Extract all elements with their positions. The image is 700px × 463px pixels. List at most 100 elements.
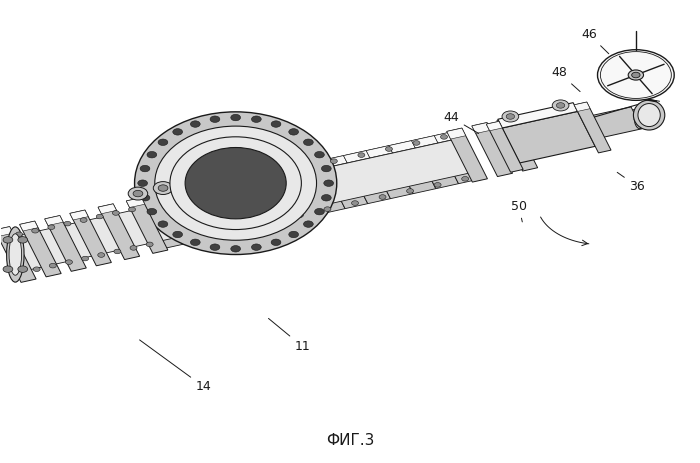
- Circle shape: [98, 253, 105, 257]
- Circle shape: [18, 237, 27, 243]
- Circle shape: [324, 207, 331, 212]
- Ellipse shape: [634, 100, 665, 130]
- Polygon shape: [366, 146, 413, 199]
- Polygon shape: [98, 204, 116, 214]
- Polygon shape: [139, 195, 186, 249]
- Circle shape: [173, 231, 183, 238]
- Circle shape: [210, 116, 220, 122]
- Polygon shape: [574, 102, 590, 112]
- Circle shape: [114, 249, 121, 254]
- Circle shape: [193, 189, 200, 194]
- Circle shape: [502, 111, 519, 122]
- Circle shape: [130, 245, 137, 250]
- Circle shape: [552, 100, 569, 111]
- Circle shape: [33, 267, 40, 271]
- Circle shape: [15, 232, 22, 237]
- Ellipse shape: [185, 148, 286, 219]
- Polygon shape: [500, 106, 659, 155]
- Circle shape: [231, 245, 241, 252]
- Circle shape: [440, 135, 447, 139]
- Polygon shape: [139, 195, 166, 208]
- Ellipse shape: [598, 50, 674, 100]
- Text: 50: 50: [511, 200, 526, 222]
- Circle shape: [128, 187, 148, 200]
- Circle shape: [3, 266, 13, 272]
- Polygon shape: [70, 210, 111, 266]
- Circle shape: [303, 165, 310, 169]
- Text: 44: 44: [443, 111, 479, 133]
- Polygon shape: [498, 103, 578, 128]
- Circle shape: [3, 237, 13, 243]
- Circle shape: [330, 159, 337, 163]
- Circle shape: [506, 114, 514, 119]
- Circle shape: [251, 116, 261, 122]
- Polygon shape: [486, 121, 502, 131]
- Circle shape: [140, 194, 150, 201]
- Polygon shape: [276, 166, 322, 219]
- Circle shape: [314, 208, 324, 215]
- Polygon shape: [253, 170, 279, 183]
- Polygon shape: [70, 210, 88, 220]
- Polygon shape: [447, 128, 487, 182]
- Ellipse shape: [634, 106, 645, 129]
- Polygon shape: [162, 191, 188, 203]
- Circle shape: [214, 231, 220, 236]
- Circle shape: [146, 242, 153, 247]
- Circle shape: [358, 153, 365, 157]
- Polygon shape: [162, 191, 209, 244]
- Circle shape: [304, 139, 314, 145]
- Circle shape: [32, 228, 38, 233]
- Polygon shape: [45, 216, 86, 271]
- Text: 14: 14: [139, 340, 211, 393]
- Circle shape: [386, 147, 393, 151]
- Polygon shape: [321, 156, 368, 209]
- Circle shape: [379, 195, 386, 199]
- Circle shape: [66, 260, 73, 264]
- Polygon shape: [344, 150, 391, 204]
- Circle shape: [462, 176, 469, 181]
- Polygon shape: [389, 141, 415, 153]
- Text: 11: 11: [269, 319, 311, 353]
- Circle shape: [434, 182, 441, 187]
- Polygon shape: [568, 118, 583, 125]
- Polygon shape: [185, 186, 211, 198]
- Polygon shape: [412, 136, 438, 148]
- Circle shape: [351, 201, 358, 206]
- Circle shape: [321, 165, 331, 172]
- Circle shape: [18, 266, 27, 272]
- Circle shape: [153, 181, 173, 194]
- Text: ФИГ.3: ФИГ.3: [326, 433, 374, 448]
- Circle shape: [173, 129, 183, 135]
- Circle shape: [80, 218, 87, 222]
- Ellipse shape: [628, 70, 643, 80]
- Circle shape: [190, 239, 200, 245]
- Polygon shape: [126, 198, 145, 207]
- Circle shape: [407, 188, 414, 193]
- Circle shape: [97, 214, 103, 219]
- Polygon shape: [230, 175, 256, 188]
- Circle shape: [269, 219, 276, 224]
- Circle shape: [271, 121, 281, 127]
- Polygon shape: [98, 204, 139, 260]
- Polygon shape: [7, 200, 196, 271]
- Circle shape: [231, 114, 241, 121]
- Circle shape: [241, 225, 248, 230]
- Polygon shape: [142, 133, 478, 246]
- Polygon shape: [321, 156, 347, 168]
- Circle shape: [275, 171, 282, 175]
- Polygon shape: [472, 123, 512, 176]
- Ellipse shape: [638, 104, 660, 126]
- Circle shape: [113, 211, 120, 215]
- Polygon shape: [472, 123, 491, 133]
- Polygon shape: [497, 117, 538, 171]
- Polygon shape: [298, 161, 345, 213]
- Circle shape: [133, 190, 143, 197]
- Circle shape: [158, 221, 168, 227]
- Circle shape: [248, 177, 255, 181]
- Polygon shape: [486, 121, 523, 172]
- Ellipse shape: [134, 112, 337, 255]
- Circle shape: [147, 208, 157, 215]
- Circle shape: [140, 165, 150, 172]
- Polygon shape: [207, 181, 254, 234]
- Polygon shape: [0, 227, 13, 237]
